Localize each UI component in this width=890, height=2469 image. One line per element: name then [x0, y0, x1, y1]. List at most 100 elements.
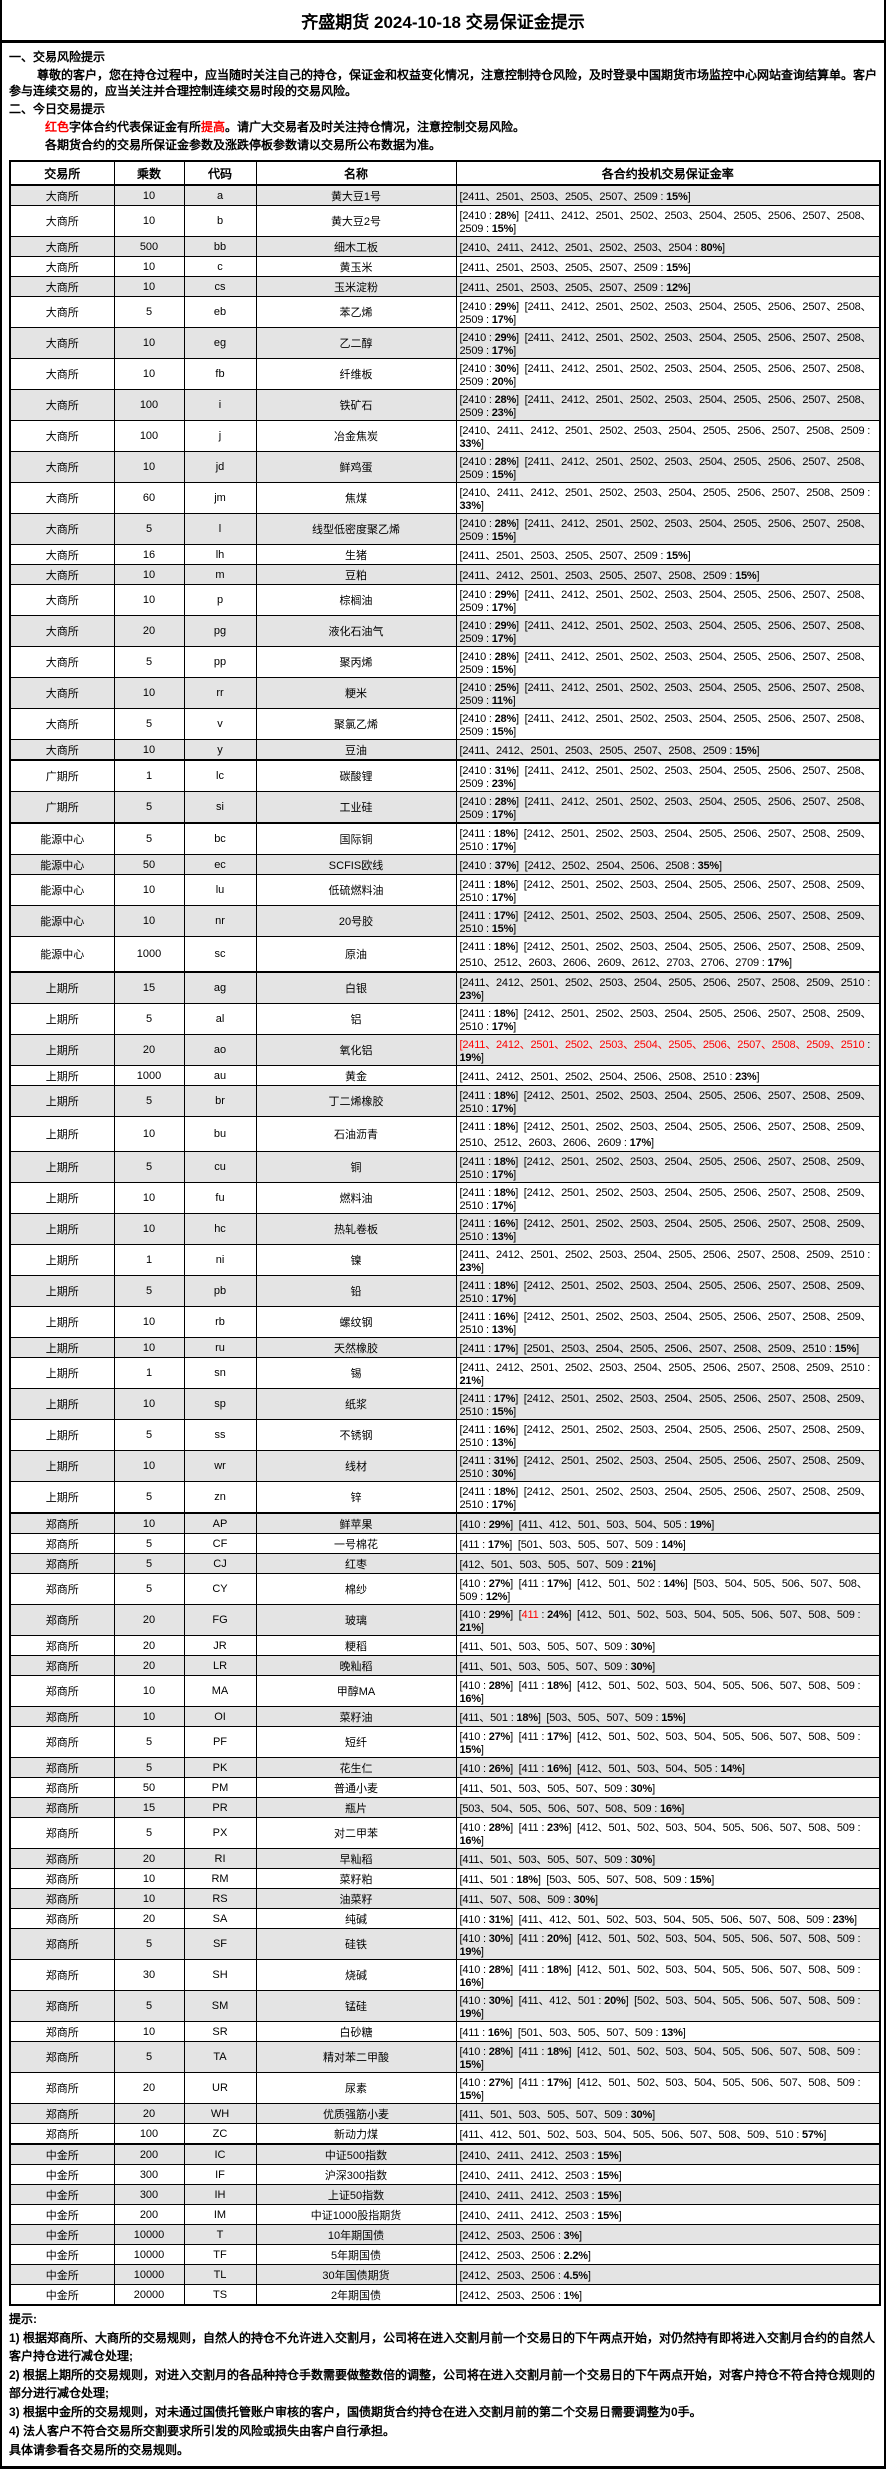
- margin-rate-cell: [2411 : 18%] [2412、2501、2502、2503、2504、2…: [455, 874, 881, 906]
- code-cell: lh: [183, 544, 257, 565]
- notes-heading: 提示:: [9, 2312, 37, 2326]
- table-row: 上期所 15 ag 白银 [2411、2412、2501、2502、2503、2504、…: [9, 971, 881, 1004]
- name-cell: 国际铜: [255, 822, 457, 855]
- code-cell: IM: [183, 2204, 257, 2225]
- margin-rate-cell: [410 : 26%] [411 : 16%] [412、501、503、504…: [455, 1757, 881, 1778]
- code-cell: lc: [183, 759, 257, 792]
- margin-rate-cell: [2411 : 18%] [2412、2501、2502、2503、2504、2…: [455, 1275, 881, 1307]
- margin-rate-cell: [410 : 29%] [411、412、501、503、504、505 : 1…: [455, 1512, 881, 1534]
- margin-rate-cell: [411、501、503、505、507、509 : 30%]: [455, 2103, 881, 2124]
- code-cell: pb: [183, 1275, 257, 1307]
- table-row: 郑商所 20 WH 优质强筋小麦 [411、501、503、505、507、509 : …: [9, 2103, 881, 2124]
- code-cell: TS: [183, 2284, 257, 2306]
- name-cell: 热轧卷板: [255, 1213, 457, 1245]
- name-cell: 聚氯乙烯: [255, 708, 457, 740]
- multiplier-cell: 20: [113, 1655, 185, 1676]
- exchange-cell: 郑商所: [9, 1706, 115, 1727]
- code-cell: PR: [183, 1797, 257, 1818]
- exchange-cell: 大商所: [9, 646, 115, 678]
- table-row: 大商所 10 m 豆粕 [2411、2412、2501、2503、2505、2507、2…: [9, 564, 881, 585]
- table-row: 大商所 16 lh 生猪 [2411、2501、2503、2505、2507、2509 …: [9, 544, 881, 565]
- exchange-cell: 郑商所: [9, 2041, 115, 2073]
- code-cell: ag: [183, 971, 257, 1004]
- table-row: 郑商所 10 OI 菜籽油 [411、501 : 18%] [503、505、507、5…: [9, 1706, 881, 1727]
- table-row: 郑商所 10 MA 甲醇MA [410 : 28%] [411 : 18%] [412、…: [9, 1675, 881, 1707]
- exchange-cell: 中金所: [9, 2264, 115, 2285]
- margin-rate-cell: [410 : 31%] [411、412、501、502、503、504、505…: [455, 1908, 881, 1929]
- code-cell: cs: [183, 276, 257, 297]
- multiplier-cell: 5: [113, 1151, 185, 1183]
- margin-rate-cell: [2411、2412、2501、2502、2503、2504、2505、2506…: [455, 971, 881, 1004]
- exchange-cell: 大商所: [9, 276, 115, 297]
- exchange-cell: 大商所: [9, 482, 115, 514]
- multiplier-cell: 500: [113, 236, 185, 257]
- code-cell: RS: [183, 1888, 257, 1909]
- table-row: 大商所 10 c 黄玉米 [2411、2501、2503、2505、2507、2509 …: [9, 256, 881, 277]
- margin-rate-cell: [2410 : 29%] [2411、2412、2501、2502、2503、2…: [455, 327, 881, 359]
- multiplier-cell: 16: [113, 544, 185, 565]
- margin-rate-cell: [2411 : 18%] [2412、2501、2502、2503、2504、2…: [455, 822, 881, 855]
- margin-rate-cell: [410 : 28%] [411 : 18%] [412、501、502、503…: [455, 1675, 881, 1707]
- margin-rate-cell: [411、412、501、502、503、504、505、506、507、508…: [455, 2123, 881, 2145]
- code-cell: SR: [183, 2021, 257, 2042]
- name-cell: 线型低密度聚乙烯: [255, 513, 457, 545]
- margin-rate-cell: [2410 : 28%] [2411、2412、2501、2502、2503、2…: [455, 451, 881, 483]
- exchange-cell: 上期所: [9, 1085, 115, 1117]
- name-cell: 黄金: [255, 1065, 457, 1086]
- exchange-cell: 大商所: [9, 327, 115, 359]
- table-row: 广期所 1 lc 碳酸锂 [2410 : 31%] [2411、2412、2501、25…: [9, 759, 881, 792]
- margin-rate-cell: [2411、2501、2503、2505、2507、2509 : 15%]: [455, 256, 881, 277]
- code-cell: m: [183, 564, 257, 585]
- code-cell: sn: [183, 1357, 257, 1389]
- name-cell: 螺纹钢: [255, 1306, 457, 1338]
- name-cell: 碳酸锂: [255, 759, 457, 792]
- table-row: 郑商所 5 SF 硅铁 [410 : 30%] [411 : 20%] [412、501…: [9, 1928, 881, 1960]
- exchange-cell: 大商所: [9, 564, 115, 585]
- table-row: 上期所 10 ru 天然橡胶 [2411 : 17%] [2501、2503、2504、…: [9, 1337, 881, 1358]
- multiplier-cell: 100: [113, 420, 185, 452]
- multiplier-cell: 5: [113, 646, 185, 678]
- table-row: 中金所 200 IM 中证1000股指期货 [2410、2411、2412、2503 :…: [9, 2204, 881, 2225]
- margin-rate-cell: [411、501 : 18%] [503、505、507、508、509 : 1…: [455, 1868, 881, 1889]
- red-alert-line: 红色字体合约代表保证金有所提高。请广大交易者及时关注持仓情况，注意控制交易风险。: [45, 120, 526, 134]
- code-cell: SM: [183, 1990, 257, 2022]
- code-cell: UR: [183, 2072, 257, 2104]
- code-cell: IC: [183, 2143, 257, 2165]
- name-cell: 棉纱: [255, 1573, 457, 1605]
- code-cell: PF: [183, 1726, 257, 1758]
- page-title: 齐盛期货 2024-10-18 交易保证金提示: [2, 0, 884, 43]
- margin-rate-cell: [412、501、503、505、507、509 : 21%]: [455, 1553, 881, 1574]
- name-cell: 线材: [255, 1450, 457, 1482]
- multiplier-cell: 10: [113, 584, 185, 616]
- section-1-heading: 一、交易风险提示: [9, 50, 106, 64]
- multiplier-cell: 5: [113, 1553, 185, 1574]
- margin-rate-cell: [2412、2503、2506 : 4.5%]: [455, 2264, 881, 2285]
- column-header-multiplier: 乘数: [113, 160, 185, 186]
- multiplier-cell: 15: [113, 971, 185, 1004]
- name-cell: 鲜苹果: [255, 1512, 457, 1534]
- exchange-cell: 大商所: [9, 184, 115, 206]
- table-row: 能源中心 5 bc 国际铜 [2411 : 18%] [2412、2501、2502、2…: [9, 822, 881, 855]
- margin-rate-cell: [2411、2412、2501、2502、2503、2504、2505、2506…: [455, 1244, 881, 1276]
- margin-rate-cell: [2411 : 18%] [2412、2501、2502、2503、2504、2…: [455, 1481, 881, 1514]
- table-row: 上期所 5 pb 铅 [2411 : 18%] [2412、2501、2502、2503…: [9, 1275, 881, 1307]
- table-row: 上期所 10 rb 螺纹钢 [2411 : 16%] [2412、2501、2502、2…: [9, 1306, 881, 1338]
- note-line-3: 3) 根据中金所的交易规则，对未通过国债托管账户审核的客户，国债期货合约持仓在进…: [9, 2405, 702, 2419]
- header-row: 交易所 乘数 代码 名称 各合约投机交易保证金率: [9, 160, 881, 186]
- code-cell: sp: [183, 1388, 257, 1420]
- table-row: 上期所 5 al 铝 [2411 : 18%] [2412、2501、2502、2503…: [9, 1003, 881, 1035]
- column-header-code: 代码: [183, 160, 257, 186]
- multiplier-cell: 5: [113, 1003, 185, 1035]
- name-cell: 红枣: [255, 1553, 457, 1574]
- code-cell: PM: [183, 1777, 257, 1798]
- name-cell: 玉米淀粉: [255, 276, 457, 297]
- table-row: 上期所 1 ni 镍 [2411、2412、2501、2502、2503、2504、25…: [9, 1244, 881, 1276]
- table-row: 郑商所 20 JR 粳稻 [411、501、503、505、507、509 : 30%]: [9, 1635, 881, 1656]
- exchange-cell: 大商所: [9, 615, 115, 647]
- name-cell: 白银: [255, 971, 457, 1004]
- name-cell: 纸浆: [255, 1388, 457, 1420]
- margin-rate-cell: [2411 : 17%] [2412、2501、2502、2503、2504、2…: [455, 1388, 881, 1420]
- name-cell: 冶金焦炭: [255, 420, 457, 452]
- margin-rate-cell: [2412、2503、2506 : 1%]: [455, 2284, 881, 2306]
